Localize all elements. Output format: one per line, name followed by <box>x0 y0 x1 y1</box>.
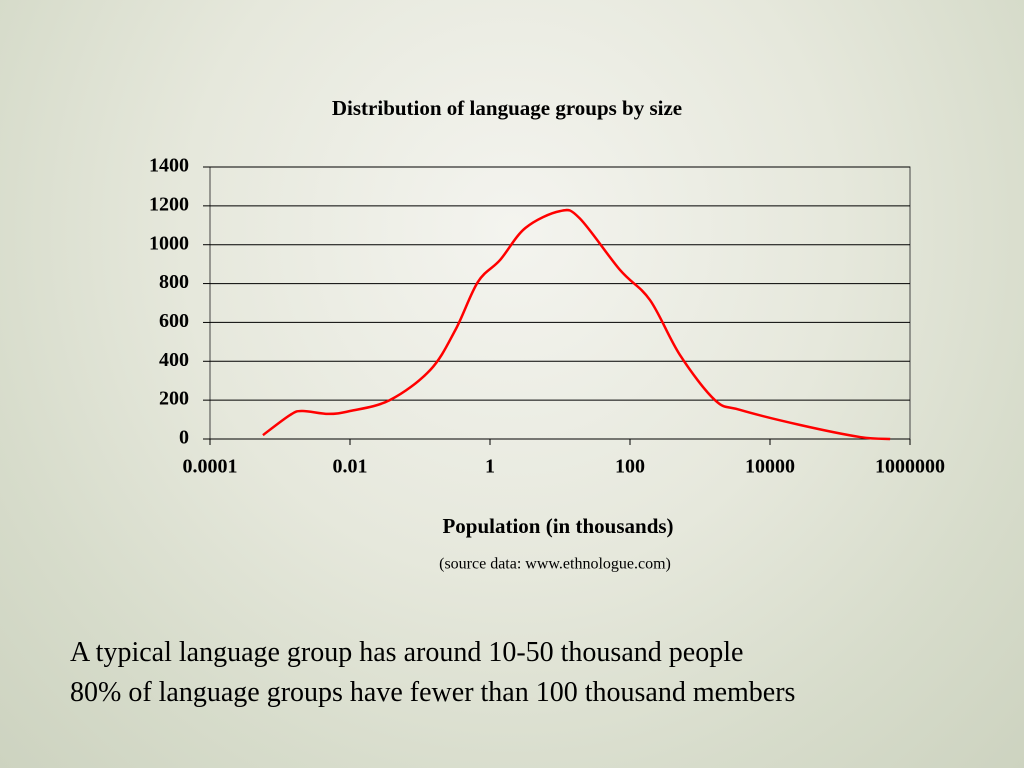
y-tick-label: 600 <box>159 310 189 332</box>
x-tick-label: 1 <box>485 456 495 478</box>
plot-border <box>209 166 911 440</box>
chart-title: Distribution of language groups by size <box>332 96 682 120</box>
data-line <box>262 208 891 441</box>
y-tick-label: 1000 <box>149 232 189 254</box>
y-tick-label: 0 <box>179 427 189 449</box>
y-tick-label: 800 <box>159 271 189 293</box>
y-tick-label: 400 <box>159 349 189 371</box>
x-tick-label: 0.0001 <box>183 456 238 478</box>
x-axis-label: Population (in thousands) <box>442 514 673 538</box>
source-note: (source data: www.ethnologue.com) <box>439 556 671 573</box>
x-tick-label: 100 <box>615 456 645 478</box>
x-tick-label: 0.01 <box>333 456 368 478</box>
x-tick-label: 1000000 <box>875 456 945 478</box>
body-text: 80% of language groups have fewer than 1… <box>70 677 795 708</box>
y-tick-label: 1200 <box>149 193 189 215</box>
y-tick-label: 1400 <box>149 155 189 177</box>
y-tick-label: 200 <box>159 388 189 410</box>
body-text: A typical language group has around 10-5… <box>70 637 743 668</box>
x-tick-label: 10000 <box>745 456 795 478</box>
